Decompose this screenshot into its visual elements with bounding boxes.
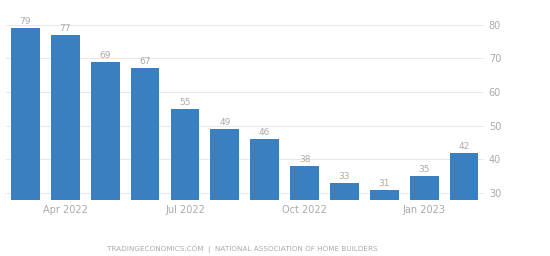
Text: 38: 38 (299, 155, 310, 164)
Text: 49: 49 (219, 118, 230, 127)
Text: 55: 55 (179, 98, 191, 107)
Text: 31: 31 (378, 179, 390, 188)
Bar (410, 176, 438, 256)
Bar (211, 129, 239, 256)
Bar (51, 35, 80, 256)
Bar (131, 68, 160, 256)
Bar (290, 166, 319, 256)
Text: TRADINGECONOMICS.COM  |  NATIONAL ASSOCIATION OF HOME BUILDERS: TRADINGECONOMICS.COM | NATIONAL ASSOCIAT… (107, 247, 377, 253)
Text: 42: 42 (459, 142, 470, 151)
Bar (450, 153, 478, 256)
Text: 33: 33 (339, 172, 350, 181)
Bar (370, 190, 399, 256)
Text: 77: 77 (59, 24, 71, 33)
Text: 79: 79 (20, 17, 31, 26)
Text: 35: 35 (419, 165, 430, 174)
Bar (11, 28, 40, 256)
Bar (330, 183, 359, 256)
Bar (170, 109, 199, 256)
Text: 46: 46 (259, 128, 271, 137)
Bar (91, 62, 119, 256)
Bar (250, 139, 279, 256)
Text: 67: 67 (139, 57, 151, 66)
Text: 69: 69 (100, 51, 111, 60)
